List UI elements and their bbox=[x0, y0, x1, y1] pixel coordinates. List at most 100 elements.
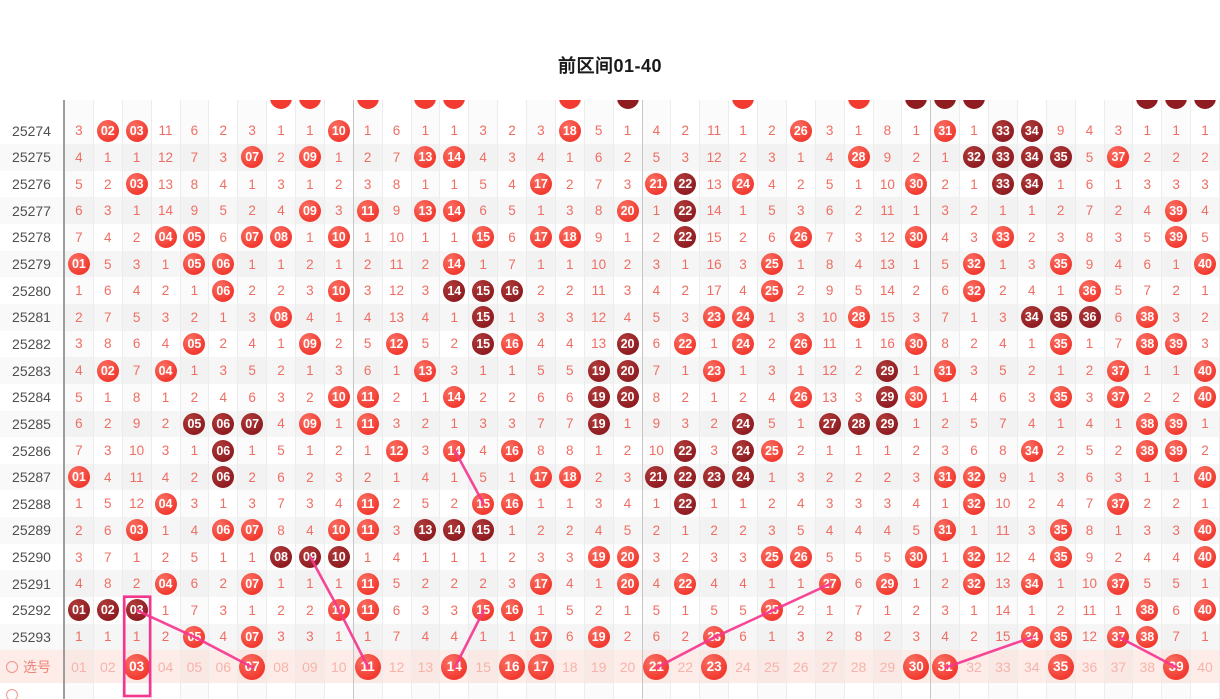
select-number-26[interactable]: 26 bbox=[787, 650, 816, 684]
miss-count: 2 bbox=[421, 576, 430, 592]
selected-number-ball[interactable]: 14 bbox=[441, 653, 468, 680]
drawn-ball: 10 bbox=[327, 599, 350, 622]
select-number-23[interactable]: 23 bbox=[700, 650, 730, 684]
select-number-03[interactable]: 03 bbox=[123, 650, 152, 684]
select-number-06[interactable]: 06 bbox=[209, 650, 239, 684]
select-number-08[interactable]: 08 bbox=[267, 650, 296, 684]
selected-number-ball[interactable]: 03 bbox=[123, 653, 150, 680]
selected-number-ball[interactable]: 16 bbox=[499, 653, 526, 680]
number-label[interactable]: 02 bbox=[100, 658, 116, 675]
select-number-28[interactable]: 28 bbox=[845, 650, 874, 684]
select-number-38[interactable]: 38 bbox=[1133, 650, 1163, 684]
cell: 1 bbox=[267, 570, 296, 598]
number-label[interactable]: 04 bbox=[157, 658, 174, 675]
selected-number-ball[interactable]: 17 bbox=[527, 653, 554, 680]
select-number-30[interactable]: 30 bbox=[902, 650, 932, 684]
select-number-29[interactable]: 29 bbox=[874, 650, 903, 684]
selected-number-ball[interactable]: 07 bbox=[239, 653, 266, 680]
select-number-27[interactable]: 27 bbox=[816, 650, 845, 684]
select-number-35[interactable]: 35 bbox=[1047, 650, 1076, 684]
number-label[interactable]: 08 bbox=[273, 658, 289, 675]
number-label[interactable]: 37 bbox=[1110, 658, 1127, 675]
select-number-21[interactable]: 21 bbox=[643, 650, 672, 684]
number-label[interactable]: 25 bbox=[764, 658, 780, 675]
selected-number-ball[interactable]: 23 bbox=[701, 653, 728, 680]
circle-outline-icon[interactable] bbox=[6, 660, 18, 673]
number-label[interactable]: 28 bbox=[850, 658, 867, 675]
miss-count: 1 bbox=[132, 149, 141, 165]
select-number-07[interactable]: 07 bbox=[238, 650, 268, 684]
select-number-39[interactable]: 39 bbox=[1162, 650, 1192, 684]
miss-count: 1 bbox=[912, 363, 921, 379]
miss-count: 3 bbox=[450, 602, 459, 618]
drawn-ball: 37 bbox=[1107, 625, 1130, 648]
number-label[interactable]: 27 bbox=[821, 658, 838, 675]
number-label[interactable]: 36 bbox=[1081, 658, 1098, 675]
cell: 40 bbox=[1191, 597, 1220, 624]
number-label[interactable]: 33 bbox=[995, 658, 1011, 675]
number-label[interactable]: 22 bbox=[677, 658, 694, 675]
number-label[interactable]: 29 bbox=[879, 658, 896, 675]
select-number-37[interactable]: 37 bbox=[1105, 650, 1134, 684]
number-label[interactable]: 38 bbox=[1139, 658, 1156, 675]
selected-number-ball[interactable]: 35 bbox=[1047, 653, 1074, 680]
select-number-18[interactable]: 18 bbox=[556, 650, 585, 684]
selected-number-ball[interactable]: 30 bbox=[903, 653, 930, 680]
selected-number-ball[interactable]: 11 bbox=[354, 653, 381, 680]
select-number-13[interactable]: 13 bbox=[412, 650, 441, 684]
select-number-19[interactable]: 19 bbox=[585, 650, 614, 684]
selected-number-ball[interactable]: 39 bbox=[1163, 653, 1190, 680]
select-number-25[interactable]: 25 bbox=[758, 650, 787, 684]
number-label[interactable]: 10 bbox=[331, 658, 347, 675]
cell: 05 bbox=[181, 410, 210, 438]
miss-count: 5 bbox=[883, 549, 892, 565]
select-number-05[interactable]: 05 bbox=[181, 650, 210, 684]
select-number-04[interactable]: 04 bbox=[152, 650, 181, 684]
number-label[interactable]: 18 bbox=[562, 658, 578, 675]
select-number-10[interactable]: 10 bbox=[325, 650, 354, 684]
number-label[interactable]: 15 bbox=[475, 658, 491, 675]
number-label[interactable]: 19 bbox=[590, 658, 607, 675]
select-number-11[interactable]: 11 bbox=[354, 650, 383, 684]
select-number-22[interactable]: 22 bbox=[671, 650, 701, 684]
number-label[interactable]: 40 bbox=[1197, 658, 1213, 675]
select-number-09[interactable]: 09 bbox=[296, 650, 325, 684]
select-number-33[interactable]: 33 bbox=[989, 650, 1018, 684]
select-number-36[interactable]: 36 bbox=[1076, 650, 1105, 684]
selected-number-ball[interactable]: 31 bbox=[932, 653, 959, 680]
number-label[interactable]: 13 bbox=[417, 658, 434, 675]
number-label[interactable]: 26 bbox=[793, 658, 809, 675]
number-label[interactable]: 01 bbox=[71, 658, 87, 675]
number-label[interactable]: 06 bbox=[215, 658, 232, 675]
number-label[interactable]: 05 bbox=[186, 658, 203, 675]
select-number-32[interactable]: 32 bbox=[960, 650, 989, 684]
select-number-02[interactable]: 02 bbox=[94, 650, 123, 684]
select-number-12[interactable]: 12 bbox=[383, 650, 412, 684]
number-label[interactable]: 32 bbox=[966, 658, 982, 675]
number-label[interactable]: 12 bbox=[388, 658, 405, 675]
cell: 2 bbox=[527, 517, 556, 544]
select-number-20[interactable]: 20 bbox=[614, 650, 643, 684]
cell: 10 bbox=[816, 303, 845, 331]
cell: 21 bbox=[643, 463, 672, 491]
select-number-34[interactable]: 34 bbox=[1018, 650, 1047, 684]
number-label[interactable]: 20 bbox=[619, 658, 636, 675]
selected-number-ball[interactable]: 21 bbox=[643, 653, 670, 680]
miss-count: 5 bbox=[392, 576, 401, 592]
miss-count: 4 bbox=[652, 123, 661, 139]
select-number-24[interactable]: 24 bbox=[729, 650, 758, 684]
number-label[interactable]: 24 bbox=[735, 658, 751, 675]
select-number-31[interactable]: 31 bbox=[931, 650, 961, 684]
number-label[interactable]: 34 bbox=[1024, 658, 1040, 675]
select-number-15[interactable]: 15 bbox=[469, 650, 499, 684]
select-number-17[interactable]: 17 bbox=[527, 650, 556, 684]
miss-count: 1 bbox=[912, 576, 921, 592]
select-number-01[interactable]: 01 bbox=[65, 650, 94, 684]
drawn-ball: 33 bbox=[991, 226, 1014, 249]
number-label[interactable]: 09 bbox=[302, 658, 318, 675]
select-number-14[interactable]: 14 bbox=[440, 650, 470, 684]
cell: 10 bbox=[989, 490, 1018, 518]
select-number-40[interactable]: 40 bbox=[1191, 650, 1220, 684]
select-number-16[interactable]: 16 bbox=[498, 650, 527, 684]
drawn-ball: 27 bbox=[818, 572, 841, 595]
